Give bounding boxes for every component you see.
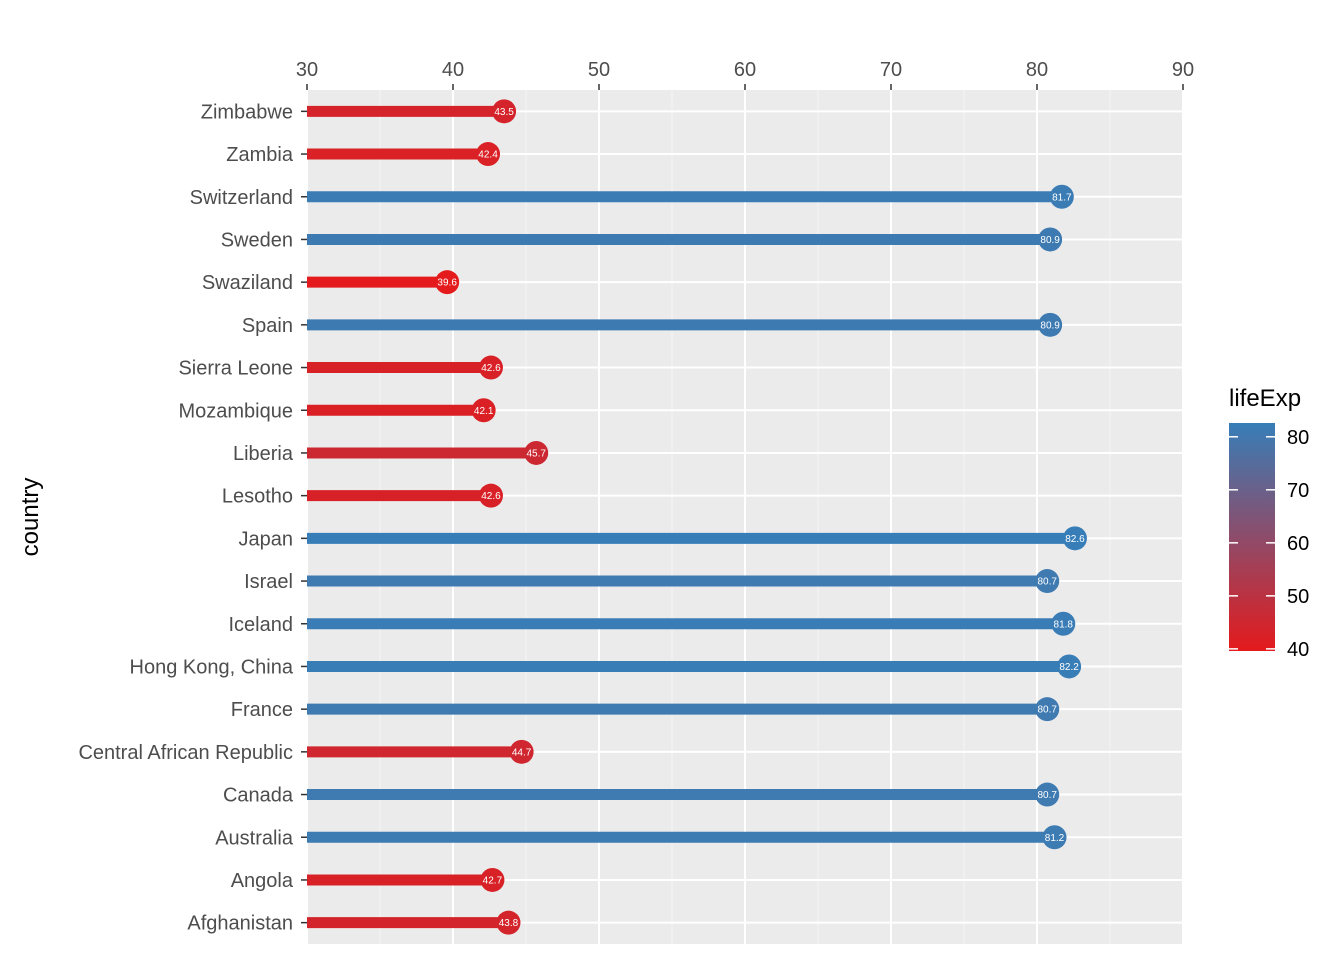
value-label: 43.5 [494, 107, 514, 118]
legend-tick-label: 60 [1287, 533, 1309, 555]
lollipop-point [1049, 184, 1074, 209]
legend-tick-label: 70 [1287, 480, 1309, 502]
minor-gridlines [379, 90, 1111, 944]
lollipop-point [509, 739, 534, 764]
y-tick-label: Spain [242, 315, 293, 337]
y-tick-label: Liberia [233, 443, 294, 465]
value-label: 42.6 [481, 491, 501, 502]
lollipop-point [1035, 782, 1060, 807]
y-tick-label: Hong Kong, China [130, 656, 294, 678]
lollipop-point [1062, 526, 1087, 551]
legend-tick-label: 40 [1287, 639, 1309, 661]
lollipop-marks: 43.5 42.4 81.7 80.9 39.6 80.9 42.6 42.1 45.7 42.6… [307, 99, 1087, 935]
value-label: 80.7 [1037, 790, 1057, 801]
x-tick-label: 50 [588, 59, 610, 81]
x-axis: 30 40 50 60 70 80 90 [296, 59, 1194, 90]
lollipop-point [1038, 227, 1063, 252]
value-label: 43.8 [499, 918, 519, 929]
value-label: 80.9 [1040, 320, 1060, 331]
y-tick-label: Sweden [221, 229, 293, 251]
lollipop-point [524, 440, 549, 465]
value-label: 82.2 [1059, 662, 1079, 673]
value-label: 80.7 [1037, 705, 1057, 716]
legend-ticks: 40 50 60 70 80 [1229, 427, 1309, 661]
value-label: 44.7 [512, 747, 532, 758]
y-tick-label: Swaziland [202, 272, 293, 294]
y-tick-label: Canada [223, 785, 294, 807]
y-tick-label: Japan [239, 528, 294, 550]
value-label: 81.7 [1052, 192, 1072, 203]
x-tick-label: 30 [296, 59, 318, 81]
lollipop-point [1035, 569, 1060, 594]
y-axis-title: country [17, 478, 44, 557]
y-tick-label: Central African Republic [78, 742, 293, 764]
color-legend: lifeExp 40 50 60 70 80 [1229, 385, 1309, 661]
lollipop-point [478, 355, 503, 380]
y-tick-label: Iceland [229, 614, 294, 636]
legend-colorbar [1229, 423, 1275, 651]
x-tick-label: 60 [734, 59, 756, 81]
value-label: 42.7 [483, 875, 503, 886]
lollipop-point [1035, 697, 1060, 722]
x-tick-label: 40 [442, 59, 464, 81]
lollipop-point [1057, 654, 1082, 679]
y-axis: Zimbabwe Zambia Switzerland Sweden Swaziland… [78, 101, 307, 935]
value-label: 42.6 [481, 363, 501, 374]
value-label: 42.4 [478, 150, 498, 161]
value-label: 81.8 [1054, 619, 1074, 630]
legend-title: lifeExp [1229, 385, 1301, 412]
value-label: 80.9 [1040, 235, 1060, 246]
legend-tick-label: 50 [1287, 586, 1309, 608]
value-label: 39.6 [437, 278, 457, 289]
lollipop-point [480, 867, 505, 892]
y-tick-label: Zambia [226, 144, 294, 166]
y-tick-label: Lesotho [222, 486, 293, 508]
value-label: 82.6 [1065, 534, 1085, 545]
value-label: 45.7 [526, 448, 546, 459]
y-tick-label: Australia [215, 827, 294, 849]
y-tick-label: Switzerland [190, 187, 293, 209]
lollipop-point [1042, 825, 1067, 850]
lollipop-point [476, 142, 501, 167]
value-label: 80.7 [1037, 577, 1057, 588]
x-tick-label: 90 [1172, 59, 1194, 81]
y-tick-label: Mozambique [178, 400, 293, 422]
y-tick-label: Sierra Leone [178, 358, 293, 380]
x-tick-label: 80 [1026, 59, 1048, 81]
value-label: 81.2 [1045, 833, 1065, 844]
lollipop-point [471, 398, 496, 423]
legend-tick-label: 80 [1287, 427, 1309, 449]
y-tick-label: Angola [231, 870, 294, 892]
lollipop-point [435, 270, 460, 295]
y-tick-label: Zimbabwe [201, 101, 293, 123]
lollipop-point [1051, 611, 1076, 636]
y-tick-label: France [231, 699, 293, 721]
lollipop-point [492, 99, 517, 124]
lollipop-point [496, 910, 521, 935]
x-tick-label: 70 [880, 59, 902, 81]
y-tick-label: Afghanistan [187, 913, 293, 935]
lollipop-point [478, 483, 503, 508]
lollipop-point [1038, 312, 1063, 337]
value-label: 42.1 [474, 406, 494, 417]
y-tick-label: Israel [244, 571, 293, 593]
